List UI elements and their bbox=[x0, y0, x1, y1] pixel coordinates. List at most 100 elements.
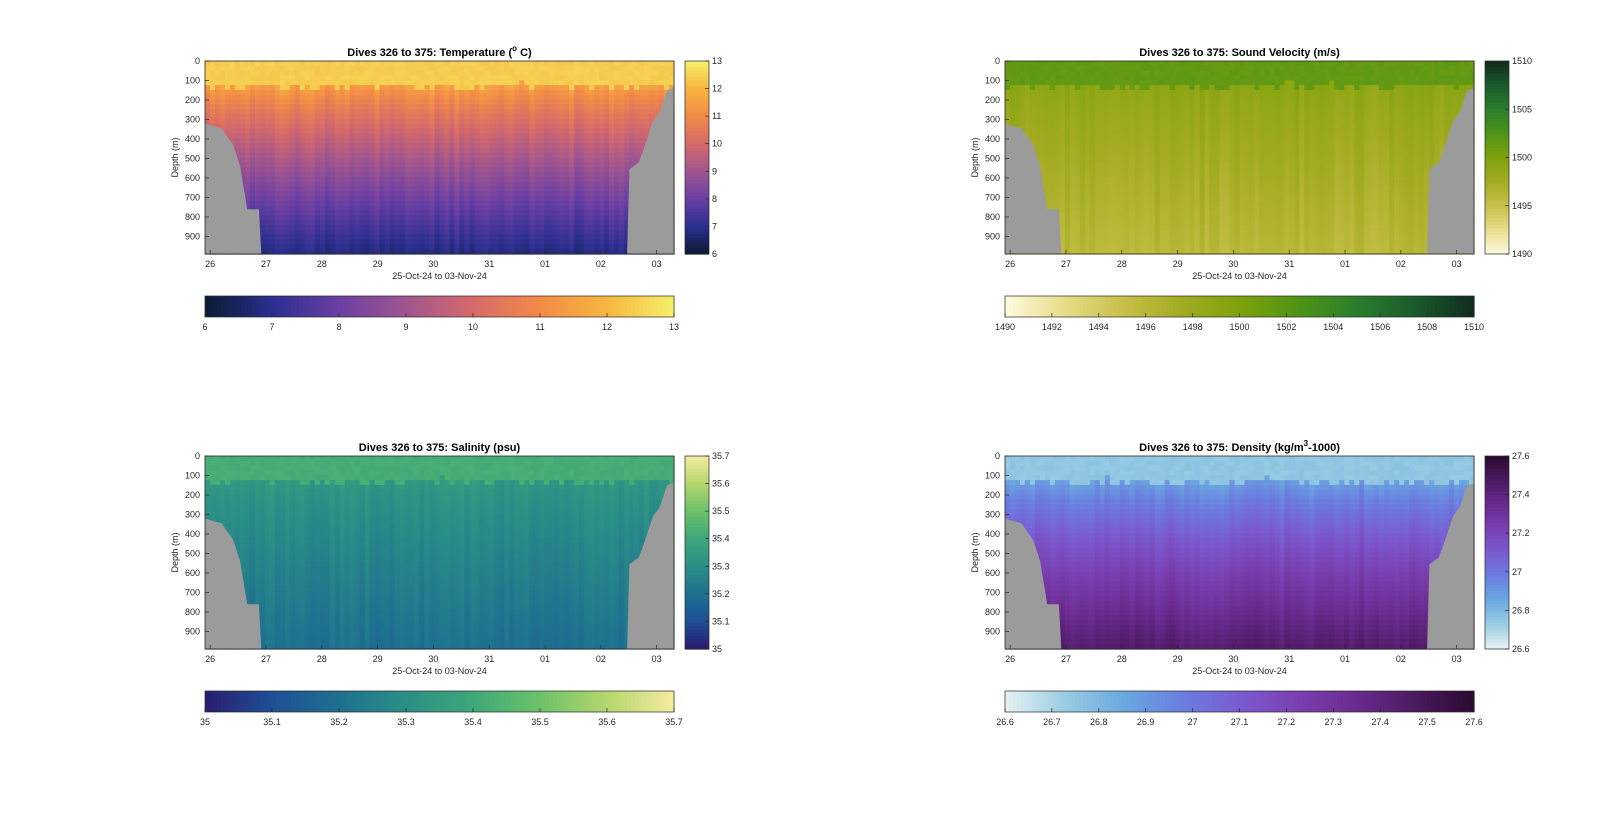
bathymetry-land bbox=[205, 88, 674, 254]
y-tick-label: 0 bbox=[195, 451, 200, 461]
colorbar-tick-label: 10 bbox=[468, 322, 478, 332]
chart-title: Dives 326 to 375: Salinity (psu) bbox=[359, 442, 521, 454]
colorbar-tick-label: 27.4 bbox=[1371, 717, 1389, 727]
x-tick-label: 28 bbox=[1117, 654, 1127, 664]
x-tick-label: 02 bbox=[1396, 259, 1406, 269]
y-tick-label: 800 bbox=[985, 607, 1000, 617]
colorbar-tick-label: 35.4 bbox=[712, 534, 730, 544]
colorbar-tick-label: 1502 bbox=[1276, 322, 1296, 332]
x-tick-label: 30 bbox=[428, 259, 438, 269]
vertical-colorbar bbox=[1485, 456, 1509, 650]
y-tick-label: 300 bbox=[985, 114, 1000, 124]
y-tick-label: 300 bbox=[185, 114, 200, 124]
colorbar-tick-label: 35.5 bbox=[531, 717, 549, 727]
colorbar-tick-label: 9 bbox=[712, 166, 717, 176]
y-tick-label: 500 bbox=[985, 153, 1000, 163]
y-tick-label: 600 bbox=[185, 568, 200, 578]
y-tick-label: 700 bbox=[185, 587, 200, 597]
colorbar-tick-label: 35.1 bbox=[263, 717, 281, 727]
vertical-colorbar bbox=[1485, 61, 1509, 255]
colorbar-tick-label: 35 bbox=[200, 717, 210, 727]
axes-frame bbox=[204, 455, 675, 650]
y-tick-label: 500 bbox=[985, 548, 1000, 558]
chart-title: Dives 326 to 375: Temperature (o C) bbox=[347, 44, 532, 59]
colorbar-tick-label: 1508 bbox=[1417, 322, 1437, 332]
x-tick-label: 26 bbox=[205, 259, 215, 269]
x-tick-label: 27 bbox=[261, 259, 271, 269]
y-tick-label: 700 bbox=[185, 192, 200, 202]
x-tick-label: 29 bbox=[1173, 259, 1183, 269]
horizontal-colorbar bbox=[205, 691, 675, 712]
y-tick-label: 600 bbox=[985, 568, 1000, 578]
colorbar-tick-label: 10 bbox=[712, 139, 722, 149]
colorbar-tick-label: 12 bbox=[602, 322, 612, 332]
x-tick-label: 31 bbox=[1284, 259, 1294, 269]
x-tick-label: 02 bbox=[596, 259, 606, 269]
x-tick-label: 01 bbox=[1340, 654, 1350, 664]
x-tick-label: 26 bbox=[205, 654, 215, 664]
x-tick-label: 03 bbox=[652, 654, 662, 664]
axes-frame bbox=[1004, 455, 1475, 650]
heatmap-cells bbox=[1005, 61, 1475, 255]
colorbar-tick-label: 35.4 bbox=[464, 717, 482, 727]
colorbar-tick-label: 26.8 bbox=[1512, 605, 1530, 615]
colorbar-tick-label: 26.7 bbox=[1043, 717, 1061, 727]
y-tick-label: 500 bbox=[185, 548, 200, 558]
density-panel: Dives 326 to 375: Density (kg/m3-1000) 0 1… bbox=[800, 395, 1600, 795]
colorbar-tick-label: 35.7 bbox=[712, 451, 730, 461]
colorbar-tick-label: 27.4 bbox=[1512, 490, 1530, 500]
colorbar-tick-label: 1500 bbox=[1512, 153, 1532, 163]
x-tick-label: 03 bbox=[652, 259, 662, 269]
axes-frame bbox=[1004, 60, 1475, 255]
colorbar-tick-label: 27.1 bbox=[1231, 717, 1249, 727]
x-axis-label: 25-Oct-24 to 03-Nov-24 bbox=[392, 271, 487, 281]
x-tick-label: 03 bbox=[1452, 259, 1462, 269]
chart-title: Dives 326 to 375: Density (kg/m3-1000) bbox=[1139, 439, 1340, 454]
x-tick-label: 27 bbox=[1061, 654, 1071, 664]
y-tick-label: 800 bbox=[185, 607, 200, 617]
heatmap-cells bbox=[1005, 456, 1475, 650]
colorbar-tick-label: 1496 bbox=[1136, 322, 1156, 332]
y-tick-label: 600 bbox=[185, 173, 200, 183]
colorbar-tick-label: 1506 bbox=[1370, 322, 1390, 332]
bathymetry-land bbox=[1005, 88, 1474, 254]
y-axis-label: Depth (m) bbox=[170, 137, 180, 177]
chart-title: Dives 326 to 375: Sound Velocity (m/s) bbox=[1139, 47, 1340, 59]
heatmap-cells bbox=[205, 61, 675, 255]
colorbar-tick-label: 27.2 bbox=[1278, 717, 1296, 727]
colorbar-tick-label: 1490 bbox=[995, 322, 1015, 332]
x-tick-label: 27 bbox=[261, 654, 271, 664]
y-tick-label: 0 bbox=[195, 56, 200, 66]
colorbar-tick-label: 11 bbox=[712, 111, 721, 121]
x-tick-label: 30 bbox=[1228, 259, 1238, 269]
colorbar-tick-label: 7 bbox=[712, 221, 717, 231]
colorbar-tick-label: 11 bbox=[535, 322, 544, 332]
x-tick-label: 01 bbox=[540, 654, 550, 664]
y-tick-label: 0 bbox=[995, 451, 1000, 461]
colorbar-tick-label: 35 bbox=[712, 644, 722, 654]
y-tick-label: 400 bbox=[185, 529, 200, 539]
colorbar-tick-label: 26.6 bbox=[1512, 644, 1530, 654]
colorbar-tick-label: 6 bbox=[712, 249, 717, 259]
y-tick-label: 800 bbox=[985, 212, 1000, 222]
y-tick-label: 100 bbox=[985, 75, 1000, 85]
colorbar-tick-label: 1498 bbox=[1183, 322, 1203, 332]
colorbar-tick-label: 27 bbox=[1188, 717, 1198, 727]
colorbar-tick-label: 35.2 bbox=[330, 717, 348, 727]
horizontal-colorbar bbox=[1005, 296, 1475, 317]
y-tick-label: 900 bbox=[185, 626, 200, 636]
colorbar-tick-label: 35.3 bbox=[712, 561, 730, 571]
colorbar-tick-label: 1490 bbox=[1512, 249, 1532, 259]
colorbar-tick-label: 6 bbox=[202, 322, 207, 332]
x-tick-label: 31 bbox=[484, 654, 494, 664]
colorbar-tick-label: 27.3 bbox=[1325, 717, 1343, 727]
colorbar-tick-label: 8 bbox=[712, 194, 717, 204]
colorbar-tick-label: 1510 bbox=[1464, 322, 1484, 332]
colorbar-tick-label: 35.2 bbox=[712, 589, 730, 599]
colorbar-tick-label: 1495 bbox=[1512, 201, 1532, 211]
colorbar-tick-label: 35.7 bbox=[665, 717, 683, 727]
x-tick-label: 30 bbox=[428, 654, 438, 664]
colorbar-tick-label: 35.6 bbox=[712, 479, 730, 489]
y-tick-label: 800 bbox=[185, 212, 200, 222]
